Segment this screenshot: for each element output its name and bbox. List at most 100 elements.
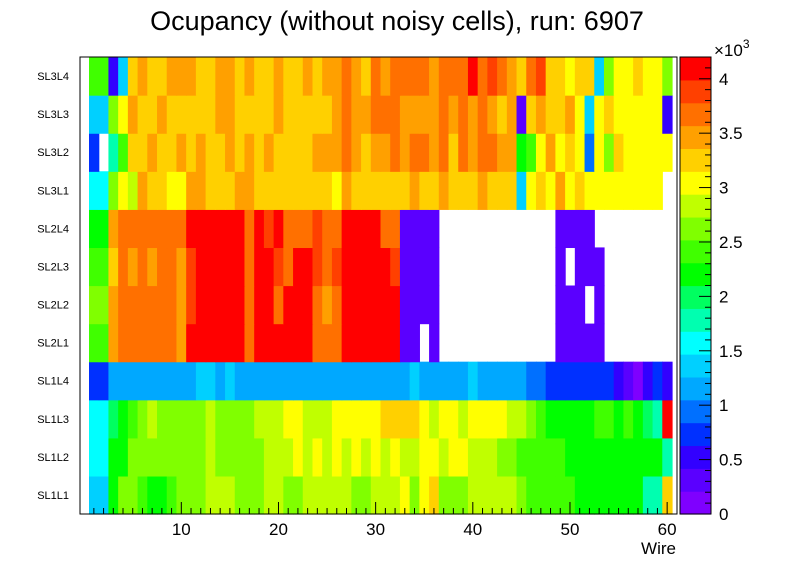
heatmap-cell [331, 399, 343, 439]
heatmap-cell [429, 437, 440, 477]
heatmap-cell [574, 95, 586, 134]
heatmap-cell [98, 209, 110, 249]
heatmap-cell [195, 323, 207, 363]
heatmap-cell [370, 133, 382, 172]
heatmap-cell [254, 361, 265, 401]
heatmap-cell [594, 171, 605, 210]
heatmap-cell [108, 133, 119, 172]
heatmap-cell [166, 133, 178, 172]
heatmap-cell [341, 133, 352, 172]
heatmap-cell [370, 475, 382, 515]
heatmap-cell [467, 475, 479, 515]
colorbar-tick-label: 2 [719, 287, 728, 306]
heatmap-cell [419, 285, 430, 325]
heatmap-cell [380, 133, 391, 172]
heatmap-cell [147, 475, 158, 515]
heatmap-cell [215, 437, 226, 477]
heatmap-cell [176, 399, 187, 439]
heatmap-cell [458, 171, 469, 210]
heatmap-cell [438, 361, 450, 401]
heatmap-cell [137, 57, 148, 96]
heatmap-cell [118, 475, 129, 515]
row-label: SL2L1 [37, 338, 69, 350]
heatmap-cell [195, 95, 207, 134]
heatmap-cell [370, 95, 382, 134]
heatmap-cell [642, 95, 654, 134]
heatmap-cell [458, 399, 469, 439]
heatmap-cell [429, 399, 440, 439]
heatmap-cell [584, 361, 595, 401]
heatmap-cell [487, 399, 498, 439]
heatmap-cell [370, 209, 382, 249]
heatmap-cell [157, 285, 168, 325]
heatmap-cell [225, 323, 236, 363]
heatmap-cell [195, 171, 207, 210]
heatmap-cell [147, 323, 158, 363]
heatmap-cell [419, 361, 430, 401]
heatmap-cell [273, 285, 284, 325]
heatmap-cell [108, 475, 119, 515]
heatmap-cell [370, 285, 382, 325]
heatmap-cell [574, 323, 586, 363]
heatmap-cell [118, 285, 129, 325]
heatmap-cell [89, 399, 100, 439]
heatmap-cell [89, 323, 100, 363]
heatmap-cell [613, 95, 625, 134]
heatmap-cell [429, 57, 440, 96]
heatmap-cell [225, 95, 236, 134]
heatmap-cell [429, 209, 440, 249]
row-label: SL1L1 [37, 490, 69, 502]
chart-title: Ocupancy (without noisy cells), run: 690… [150, 6, 644, 36]
heatmap-cell [263, 437, 275, 477]
heatmap-cell [108, 209, 119, 249]
heatmap-cell [399, 209, 411, 249]
heatmap-cell [263, 475, 275, 515]
heatmap-cell [526, 133, 537, 172]
heatmap-cell [419, 57, 430, 96]
heatmap-cell [273, 171, 284, 210]
heatmap-cell [399, 171, 411, 210]
heatmap-cell [574, 285, 586, 325]
heatmap-cell [108, 323, 119, 363]
heatmap-cell [399, 247, 411, 287]
colorbar-tick-label: 0.5 [719, 451, 743, 470]
heatmap-cell [399, 57, 411, 96]
heatmap-cell [458, 437, 469, 477]
heatmap-cell [118, 95, 129, 134]
heatmap-cell [147, 437, 158, 477]
row-label: SL2L4 [37, 223, 69, 235]
heatmap-cell [448, 399, 459, 439]
heatmap-cell [370, 437, 382, 477]
heatmap-cell [506, 57, 518, 96]
heatmap-cell [293, 323, 304, 363]
heatmap-cell [137, 437, 148, 477]
colorbar-tick-label: 1 [719, 396, 728, 415]
heatmap-cell [244, 361, 255, 401]
heatmap-cell [409, 437, 420, 477]
heatmap-cell [293, 209, 304, 249]
heatmap-cell [108, 247, 119, 287]
heatmap-cell [487, 171, 498, 210]
heatmap-cell [487, 95, 498, 134]
heatmap-cell [195, 247, 207, 287]
heatmap-cell [118, 171, 129, 210]
heatmap-cell [506, 171, 518, 210]
heatmap-cell [467, 399, 479, 439]
heatmap-cell [506, 361, 518, 401]
heatmap-cell [642, 133, 654, 172]
heatmap-cell [370, 399, 382, 439]
heatmap-cell [574, 361, 586, 401]
heatmap-cell [186, 209, 197, 249]
heatmap-cell [429, 323, 440, 363]
heatmap-cell [244, 247, 255, 287]
heatmap-cell [351, 247, 362, 287]
heatmap-cell [458, 475, 469, 515]
heatmap-cell [195, 399, 207, 439]
heatmap-cell [312, 437, 323, 477]
heatmap-cell [409, 475, 420, 515]
heatmap-cell [263, 95, 275, 134]
heatmap-cell [652, 399, 663, 439]
heatmap-cell [166, 209, 178, 249]
heatmap-cell [283, 209, 294, 249]
heatmap-cell [302, 323, 314, 363]
